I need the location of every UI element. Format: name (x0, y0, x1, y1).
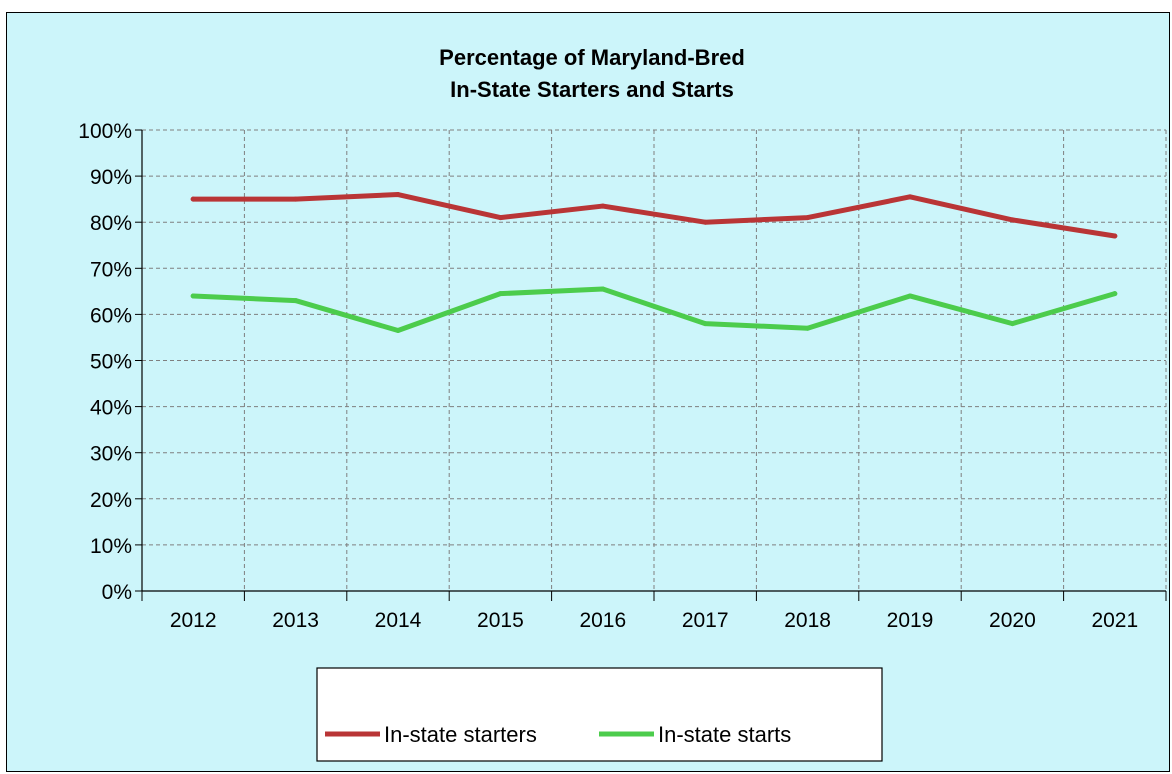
y-tick-label: 30% (90, 443, 132, 466)
x-tick-label: 2015 (477, 609, 524, 632)
x-tick-label: 2016 (579, 609, 626, 632)
data-point (395, 192, 401, 198)
x-tick-label: 2019 (887, 609, 934, 632)
data-point (805, 325, 811, 331)
data-point (190, 293, 196, 299)
data-point (600, 286, 606, 292)
series-lines (190, 192, 1118, 334)
y-tick-label: 20% (90, 489, 132, 512)
data-point (1009, 321, 1015, 327)
y-tick-label: 80% (90, 212, 132, 235)
data-point (907, 293, 913, 299)
axes: 0% 10% 20% 30% 40% 50% 60% 70% 80% 90% 100% 2012 201… (78, 120, 1167, 632)
x-tick-label: 2020 (989, 609, 1036, 632)
data-point (702, 321, 708, 327)
data-point (600, 203, 606, 209)
data-point (702, 219, 708, 225)
data-point (907, 194, 913, 200)
legend-label: In-state starters (384, 722, 537, 747)
series-line-2 (190, 286, 1118, 334)
chart-title-line-2: In-State Starters and Starts (450, 77, 734, 102)
y-tick-label: 0% (102, 581, 132, 604)
data-point (190, 196, 196, 202)
x-tick-label: 2017 (682, 609, 729, 632)
gridlines (142, 129, 1167, 591)
data-point (1112, 233, 1118, 239)
chart-title-line-1: Percentage of Maryland-Bred (439, 45, 745, 70)
legend-box (316, 667, 883, 762)
y-tick-label: 50% (90, 351, 132, 374)
y-tick-label: 10% (90, 535, 132, 558)
data-point (395, 328, 401, 334)
y-tick-label: 60% (90, 304, 132, 327)
y-tick-label: 40% (90, 397, 132, 420)
data-point (497, 291, 503, 297)
x-tick-label: 2014 (375, 609, 422, 632)
data-point (293, 196, 299, 202)
x-tick-label: 2012 (170, 609, 217, 632)
x-tick-label: 2021 (1091, 609, 1138, 632)
data-point (1112, 291, 1118, 297)
y-tick-label: 90% (90, 166, 132, 189)
chart-frame: Percentage of Maryland-Bred In-State Sta… (6, 12, 1170, 772)
data-point (293, 298, 299, 304)
line-chart: Percentage of Maryland-Bred In-State Sta… (78, 45, 1167, 762)
legend: In-state starters In-state starts (316, 667, 883, 762)
x-tick-label: 2018 (784, 609, 831, 632)
data-point (805, 215, 811, 221)
series-line-1 (190, 192, 1118, 239)
legend-label: In-state starts (658, 722, 791, 747)
x-tick-label: 2013 (272, 609, 319, 632)
data-point (497, 215, 503, 221)
y-tick-label: 70% (90, 258, 132, 281)
data-point (1009, 217, 1015, 223)
y-tick-label: 100% (78, 120, 132, 143)
